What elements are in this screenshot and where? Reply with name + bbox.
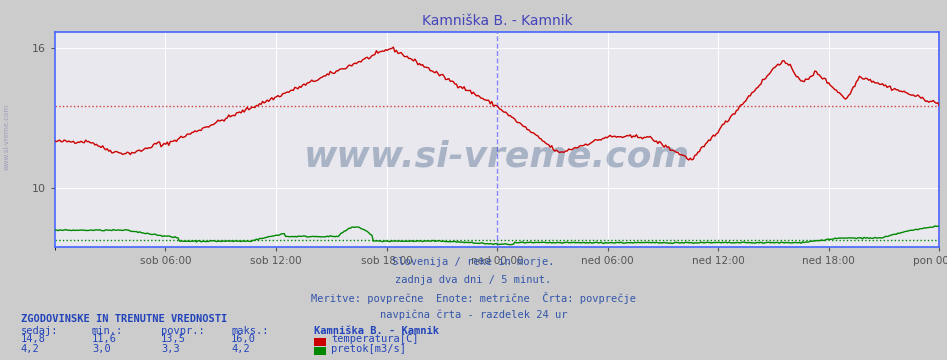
Text: 3,3: 3,3 (161, 343, 180, 354)
Text: navpična črta - razdelek 24 ur: navpična črta - razdelek 24 ur (380, 309, 567, 320)
Text: Meritve: povprečne  Enote: metrične  Črta: povprečje: Meritve: povprečne Enote: metrične Črta:… (311, 292, 636, 304)
Text: 14,8: 14,8 (21, 334, 45, 344)
Text: povpr.:: povpr.: (161, 325, 205, 336)
Text: Kamniška B. - Kamnik: Kamniška B. - Kamnik (314, 325, 439, 336)
Text: 13,5: 13,5 (161, 334, 186, 344)
Text: min.:: min.: (92, 325, 123, 336)
Text: Slovenija / reke in morje.: Slovenija / reke in morje. (392, 257, 555, 267)
Text: www.si-vreme.com: www.si-vreme.com (4, 104, 9, 170)
Text: 11,6: 11,6 (92, 334, 116, 344)
Text: temperatura[C]: temperatura[C] (331, 334, 419, 344)
Text: zadnja dva dni / 5 minut.: zadnja dva dni / 5 minut. (396, 275, 551, 285)
Text: 16,0: 16,0 (231, 334, 256, 344)
Text: www.si-vreme.com: www.si-vreme.com (304, 140, 690, 174)
Title: Kamniška B. - Kamnik: Kamniška B. - Kamnik (421, 14, 573, 28)
Text: 3,0: 3,0 (92, 343, 111, 354)
Text: 4,2: 4,2 (21, 343, 40, 354)
Text: pretok[m3/s]: pretok[m3/s] (331, 343, 406, 354)
Text: sedaj:: sedaj: (21, 325, 59, 336)
Text: maks.:: maks.: (231, 325, 269, 336)
Text: 4,2: 4,2 (231, 343, 250, 354)
Text: ZGODOVINSKE IN TRENUTNE VREDNOSTI: ZGODOVINSKE IN TRENUTNE VREDNOSTI (21, 314, 227, 324)
